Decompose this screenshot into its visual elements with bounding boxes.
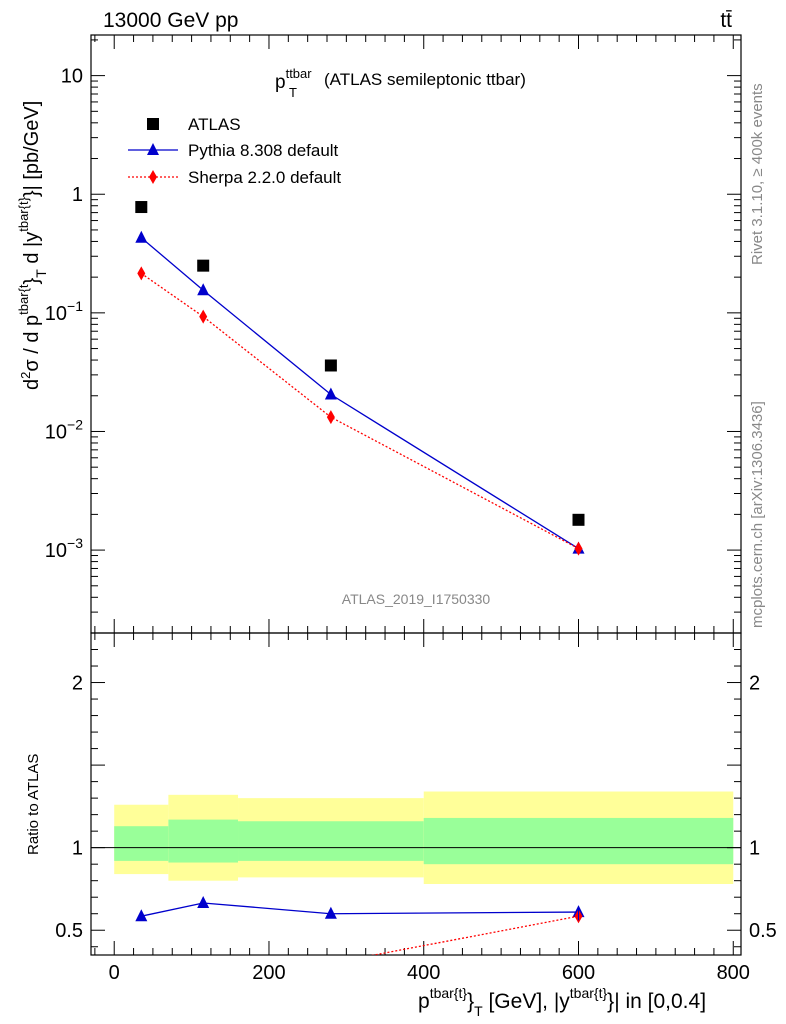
main-point-0 — [197, 259, 210, 272]
x-axis-label: ptbar{t}}T [GeV], |ytbar{t}}| in [0,0.4] — [418, 985, 706, 1019]
main-ytick-label: 1 — [72, 184, 83, 206]
legend-label-2: Sherpa 2.2.0 default — [188, 168, 341, 187]
legend: ATLAS Pythia 8.308 default Sherpa 2.2.0 de… — [128, 115, 341, 187]
ratio-ytick-label-right: 2 — [749, 673, 760, 695]
main-point-1 — [135, 230, 148, 243]
ratio-point-1 — [327, 956, 335, 970]
band-inner-0 — [114, 826, 169, 861]
xtick-label: 400 — [407, 962, 440, 984]
main-series-line-2 — [140, 272, 579, 550]
ratio-ytick-label-right: 0.5 — [749, 920, 777, 942]
legend-marker-0 — [147, 118, 159, 130]
mcplots-label: mcplots.cern.ch [arXiv:1306.3436] — [749, 401, 766, 628]
band-inner-1 — [168, 819, 239, 863]
header-right: tt̄ — [720, 9, 732, 32]
ratio-point-0 — [324, 906, 337, 919]
main-point-0 — [324, 359, 337, 372]
ratio-ytick-label: 0.5 — [55, 920, 83, 942]
title-rest: (ATLAS semileptonic ttbar) — [324, 70, 526, 89]
main-point-2 — [137, 266, 146, 281]
title-sub: T — [289, 85, 297, 100]
ratio-point-1 — [137, 974, 145, 988]
main-point-2 — [199, 309, 208, 324]
title-p: p — [275, 72, 286, 93]
main-ytick-label: 10−1 — [45, 298, 83, 325]
ratio-frame — [90, 632, 742, 956]
ratio-series-line-1 — [370, 915, 579, 955]
main-ytick-label: 10 — [61, 66, 83, 88]
rivet-label: Rivet 3.1.10, ≥ 400k events — [749, 83, 766, 265]
ratio-point-0 — [135, 909, 148, 922]
ratio-bands — [114, 791, 734, 884]
main-series-line-1 — [140, 237, 579, 550]
main-ylabel: d2σ / d ptbar{t}T d |ytbar{t}}| [pb/GeV] — [16, 101, 49, 390]
ratio-point-0 — [197, 895, 210, 908]
main-point-0 — [572, 513, 585, 526]
axes: 10 1 10−1 10−2 10−3 0 200 400 600 800 0.5 0.5 1 1 2 2 — [45, 34, 777, 984]
main-title: pttbar T — [275, 66, 312, 100]
legend-label-0: ATLAS — [188, 115, 241, 134]
main-point-2 — [574, 541, 583, 556]
band-inner-2 — [238, 821, 424, 861]
main-ytick-label: 10−3 — [45, 535, 83, 562]
main-ytick-label: 10−2 — [45, 416, 83, 443]
title-sup: ttbar — [286, 66, 313, 81]
main-point-1 — [197, 283, 210, 296]
ratio-ylabel: Ratio to ATLAS — [25, 754, 42, 855]
header-left: 13000 GeV pp — [103, 9, 238, 32]
legend-marker-2 — [149, 170, 157, 184]
ratio-series — [135, 895, 585, 988]
main-point-0 — [135, 201, 148, 214]
xtick-label: 0 — [109, 962, 120, 984]
xtick-label: 200 — [252, 962, 285, 984]
ratio-point-1 — [199, 969, 207, 983]
data-layer — [135, 201, 585, 988]
xtick-label: 600 — [562, 962, 595, 984]
ratio-ytick-label: 2 — [72, 673, 83, 695]
ratio-ytick-label: 1 — [72, 838, 83, 860]
xtick-label: 800 — [717, 962, 750, 984]
main-point-1 — [324, 387, 337, 400]
analysis-watermark: ATLAS_2019_I1750330 — [342, 591, 491, 607]
main-point-2 — [326, 410, 335, 425]
ratio-ytick-label-right: 1 — [749, 838, 760, 860]
legend-marker-1 — [147, 143, 159, 155]
band-inner-3 — [423, 817, 734, 865]
legend-label-1: Pythia 8.308 default — [188, 141, 339, 160]
ratio-series-line-0 — [141, 902, 579, 917]
